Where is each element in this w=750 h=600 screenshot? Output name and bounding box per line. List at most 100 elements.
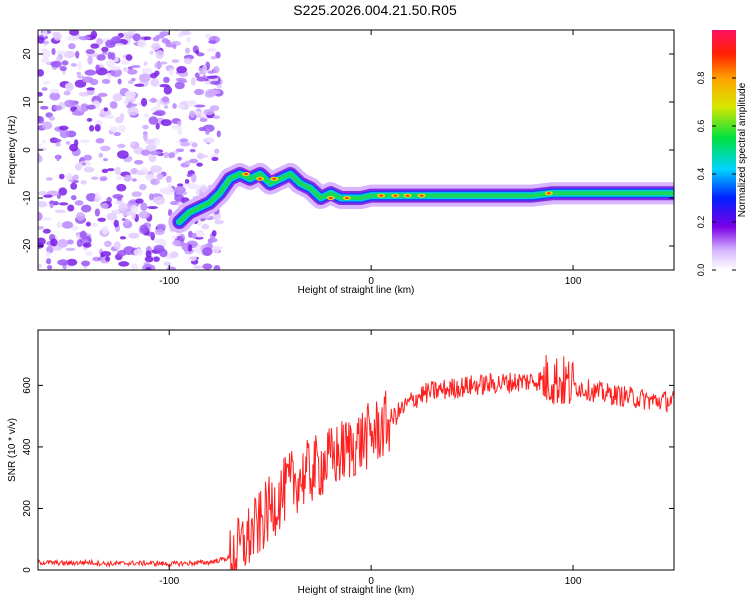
noise-blob [118, 124, 126, 133]
noise-blob [142, 124, 149, 130]
noise-blob [134, 83, 145, 87]
noise-blob [113, 132, 121, 137]
noise-blob [70, 62, 78, 67]
noise-blob [161, 96, 169, 103]
noise-blob [83, 166, 95, 173]
y-tick-label: 20 [22, 48, 33, 60]
noise-blob [186, 36, 192, 43]
noise-blob [45, 177, 53, 181]
noise-blob [101, 51, 108, 55]
noise-blob [106, 60, 115, 68]
noise-blob [38, 143, 43, 147]
noise-blob [79, 230, 87, 240]
noise-blob [176, 120, 182, 126]
x-tick-label: 0 [368, 276, 374, 287]
noise-blob [116, 183, 127, 192]
noise-blob [90, 222, 99, 228]
noise-blob [78, 91, 90, 97]
noise-blob [82, 242, 92, 248]
noise-blob [154, 228, 165, 236]
noise-blob [47, 190, 59, 197]
noise-blob [166, 266, 177, 270]
spectrogram-ylabel: Frequency (Hz) [7, 116, 18, 185]
noise-blob [40, 105, 49, 110]
noise-blob [216, 130, 221, 138]
snr-panel: -100 0 100 0 200 400 600 Height of straight li… [7, 329, 675, 596]
noise-blob [191, 142, 198, 148]
noise-blob [67, 204, 75, 212]
noise-blob [38, 116, 45, 124]
noise-blob [202, 247, 213, 257]
noise-blob [184, 178, 190, 184]
noise-blob [100, 251, 112, 257]
colorbar-tick-label: 0.2 [696, 216, 706, 229]
noise-blob [150, 165, 163, 173]
noise-blob [148, 154, 157, 163]
noise-blob [189, 110, 196, 119]
noise-blob [99, 176, 108, 182]
noise-blob [106, 212, 118, 221]
noise-blob [127, 66, 133, 70]
noise-blob [178, 79, 188, 84]
noise-blob [52, 105, 63, 111]
noise-blob [76, 212, 86, 221]
noise-blob [195, 49, 200, 55]
noise-blob [45, 251, 51, 257]
snr-series-line [38, 355, 674, 570]
noise-blob [214, 219, 225, 225]
noise-blob [177, 126, 183, 136]
noise-blob [88, 124, 95, 132]
noise-blob [202, 64, 208, 74]
noise-blob [41, 48, 48, 52]
noise-blob [103, 157, 108, 162]
spectrogram-marks [38, 30, 674, 270]
noise-blob [172, 43, 177, 50]
noise-blob [113, 209, 120, 214]
noise-blob [156, 223, 167, 230]
noise-blob [86, 104, 96, 110]
noise-blob [215, 51, 221, 59]
noise-blob [148, 116, 159, 125]
noise-blob [81, 76, 94, 83]
noise-blob [77, 61, 82, 70]
noise-blob [171, 59, 180, 64]
noise-blob [56, 221, 63, 229]
noise-blob [65, 173, 73, 181]
noise-blob [70, 182, 78, 190]
noise-blob [86, 87, 95, 91]
snr-frame [37, 329, 675, 571]
x-tick-label: 100 [565, 276, 582, 287]
noise-blob [155, 122, 160, 130]
noise-blob [87, 55, 93, 65]
noise-blob [169, 251, 179, 259]
hot-spot [379, 194, 384, 197]
noise-blob [188, 255, 197, 262]
noise-blob [141, 166, 148, 173]
noise-blob [71, 225, 79, 231]
noise-blob [73, 174, 79, 181]
noise-blob [184, 160, 191, 166]
noise-blob [155, 50, 164, 59]
noise-blob [75, 50, 80, 59]
noise-blob [38, 69, 44, 77]
noise-blob [78, 35, 91, 41]
noise-blob [140, 224, 149, 234]
noise-blob [86, 117, 93, 122]
noise-blob [43, 194, 53, 198]
noise-blob [132, 33, 141, 42]
noise-blob [115, 176, 123, 181]
noise-blob [156, 99, 161, 108]
noise-blob [96, 54, 106, 61]
noise-blob [42, 30, 48, 37]
noise-blob [177, 183, 184, 187]
x-tick-label: -100 [159, 276, 179, 287]
noise-blob [99, 145, 111, 152]
noise-blob [199, 118, 208, 122]
noise-blob [205, 128, 210, 135]
y-tick-label: 0 [22, 147, 33, 153]
noise-blob [84, 69, 97, 76]
noise-blob [206, 75, 218, 79]
noise-blob [85, 49, 95, 55]
noise-blob [214, 148, 220, 154]
noise-blob [76, 75, 85, 79]
